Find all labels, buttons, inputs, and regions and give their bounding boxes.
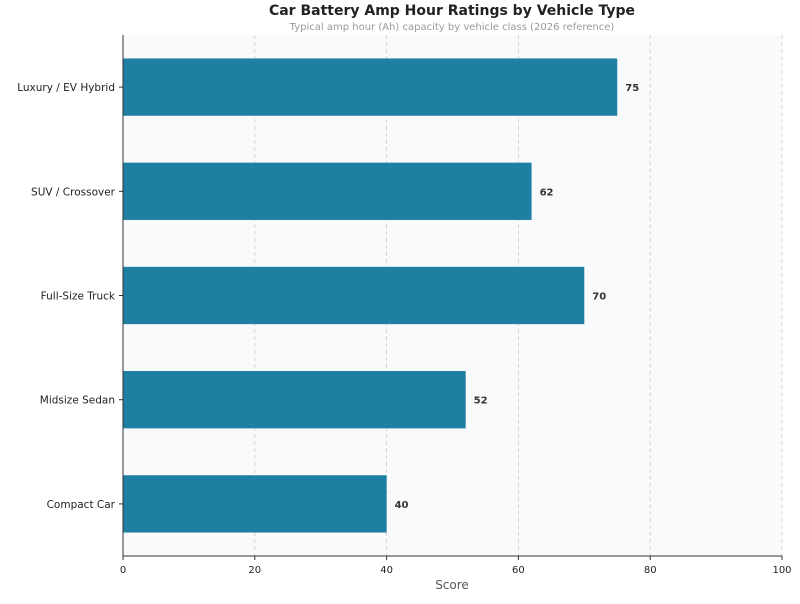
data-label: 40 xyxy=(395,500,409,511)
data-label: 75 xyxy=(625,83,639,94)
y-tick-label: Luxury / EV Hybrid xyxy=(17,82,115,94)
bar xyxy=(123,162,532,220)
y-tick-label: Compact Car xyxy=(47,499,116,511)
chart-title: Car Battery Amp Hour Ratings by Vehicle … xyxy=(269,3,635,19)
y-tick-label: Midsize Sedan xyxy=(40,395,115,407)
x-tick-label: 40 xyxy=(380,565,393,576)
x-tick-label: 100 xyxy=(772,565,791,576)
y-tick-label: Full-Size Truck xyxy=(41,291,116,303)
bar xyxy=(123,266,585,325)
x-tick-label: 60 xyxy=(512,565,525,576)
y-tick-label: SUV / Crossover xyxy=(31,186,116,198)
bar xyxy=(123,371,466,429)
chart-subtitle: Typical amp hour (Ah) capacity by vehicl… xyxy=(289,22,615,33)
bar xyxy=(123,475,387,533)
data-label: 70 xyxy=(592,292,606,303)
bar xyxy=(123,58,618,116)
data-label: 52 xyxy=(474,396,488,407)
x-tick-label: 80 xyxy=(644,565,657,576)
x-tick-label: 0 xyxy=(120,565,126,576)
data-label: 62 xyxy=(540,187,554,198)
x-tick-label: 20 xyxy=(248,565,261,576)
x-axis-label: Score xyxy=(435,578,469,592)
